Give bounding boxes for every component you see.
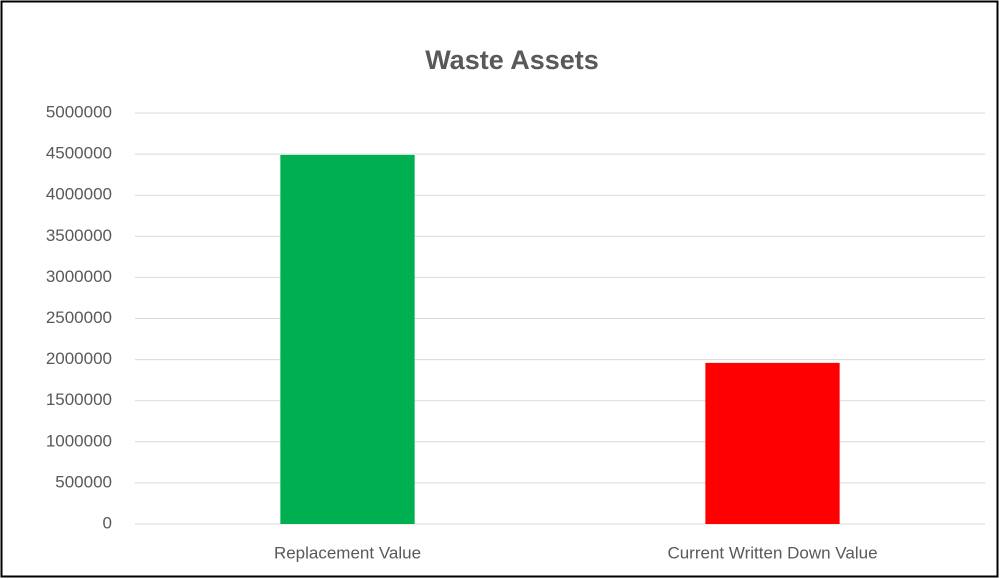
y-tick-label: 1500000	[46, 390, 112, 409]
y-tick-label: 2000000	[46, 349, 112, 368]
y-tick-label: 3000000	[46, 267, 112, 286]
y-tick-label: 500000	[55, 472, 112, 491]
y-tick-label: 2500000	[46, 308, 112, 327]
x-tick-label: Replacement Value	[274, 543, 421, 562]
y-tick-label: 1000000	[46, 431, 112, 450]
y-tick-label: 4500000	[46, 144, 112, 163]
bar	[705, 362, 840, 524]
y-tick-label: 0	[103, 513, 112, 532]
x-tick-label: Current Written Down Value	[667, 543, 877, 562]
y-tick-label: 5000000	[46, 102, 112, 121]
y-tick-label: 4000000	[46, 185, 112, 204]
bar	[280, 154, 415, 524]
chart-title: Waste Assets	[425, 45, 599, 75]
y-tick-label: 3500000	[46, 226, 112, 245]
